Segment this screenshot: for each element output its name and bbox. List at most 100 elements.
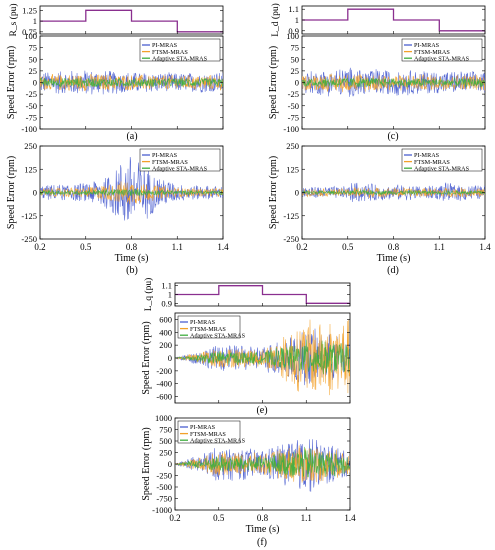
x-tick-label: 0.2 bbox=[296, 242, 307, 252]
x-tick-label: 1.4 bbox=[479, 242, 491, 252]
legend-box bbox=[401, 38, 483, 62]
x-axis-label: Time (s) bbox=[246, 524, 280, 535]
x-axis-label: Time (s) bbox=[115, 253, 149, 264]
plot-c_err bbox=[301, 35, 486, 130]
plot-e_param bbox=[174, 282, 351, 307]
panel-caption: (d) bbox=[387, 265, 399, 276]
legend-label: Adaptive STA-MRAS bbox=[190, 437, 246, 444]
series-adaptive-sta-mras bbox=[175, 339, 350, 374]
panel-caption: (a) bbox=[126, 131, 137, 142]
y-axis-label: L_d (pu) bbox=[270, 3, 281, 37]
legend-label: FTSM-MRAS bbox=[190, 326, 226, 333]
x-tick-label: 1.1 bbox=[434, 242, 445, 252]
legend-label: Adaptive STA-MRAS bbox=[414, 165, 470, 172]
y-tick-label: -250 bbox=[21, 234, 37, 244]
y-tick-label: 0.9 bbox=[288, 26, 299, 36]
y-tick-label: -75 bbox=[26, 112, 37, 122]
y-axis-label: Speed Error (rpm) bbox=[6, 156, 17, 229]
y-tick-label: 0.75 bbox=[22, 27, 37, 37]
legend-label: Adaptive STA-MRAS bbox=[190, 332, 246, 339]
series-pi-mras bbox=[175, 439, 350, 492]
y-axis-label: R_s (pu) bbox=[8, 4, 19, 37]
y-tick-label: 100 bbox=[24, 31, 37, 41]
x-tick-label: 1.4 bbox=[217, 242, 229, 252]
y-tick-label: -400 bbox=[156, 379, 172, 389]
legend-label: FTSM-MRAS bbox=[190, 431, 226, 438]
parameter-step-line bbox=[302, 8, 485, 32]
plot-a_err bbox=[39, 35, 224, 130]
legend-label: Adaptive STA-MRAS bbox=[152, 55, 208, 62]
legend-label: PI-MRAS bbox=[152, 42, 178, 49]
y-tick-label: -25 bbox=[26, 89, 37, 99]
y-tick-label: 25 bbox=[29, 66, 38, 76]
y-tick-label: -200 bbox=[156, 366, 172, 376]
series-adaptive-sta-mras bbox=[175, 446, 350, 478]
y-tick-label: 0 bbox=[295, 78, 299, 88]
y-tick-label: -100 bbox=[21, 124, 37, 134]
parameter-step-line bbox=[40, 9, 223, 33]
x-tick-label: 0.8 bbox=[257, 513, 269, 523]
series-ftsm-mras bbox=[40, 181, 223, 205]
y-tick-label: -75 bbox=[288, 112, 299, 122]
x-tick-label: 0.8 bbox=[126, 242, 138, 252]
legend-box bbox=[177, 420, 241, 444]
series-adaptive-sta-mras bbox=[40, 188, 223, 197]
legend-label: FTSM-MRAS bbox=[414, 49, 450, 56]
y-tick-label: 0 bbox=[33, 78, 37, 88]
legend-label: FTSM-MRAS bbox=[152, 49, 188, 56]
plot-e_err bbox=[174, 312, 351, 404]
y-tick-label: 1.25 bbox=[22, 5, 37, 15]
x-axis-label: Time (s) bbox=[377, 253, 411, 264]
plot-b_err bbox=[39, 145, 224, 240]
y-tick-label: -125 bbox=[283, 211, 299, 221]
x-tick-label: 1.4 bbox=[344, 513, 356, 523]
panel-caption: (e) bbox=[256, 405, 267, 416]
y-tick-label: 0 bbox=[168, 459, 172, 469]
y-tick-label: 1000 bbox=[155, 413, 172, 423]
y-axis-label: Speed Error (rpm) bbox=[268, 156, 279, 229]
y-tick-label: -1000 bbox=[152, 505, 172, 515]
legend-label: PI-MRAS bbox=[414, 42, 440, 49]
parameter-step-line bbox=[175, 285, 350, 304]
y-axis-label: Speed Error (rpm) bbox=[141, 321, 152, 394]
y-tick-label: -600 bbox=[156, 392, 172, 402]
x-tick-label: 0.5 bbox=[213, 513, 225, 523]
panel-caption: (b) bbox=[126, 265, 138, 276]
y-axis-label: L_q (pu) bbox=[143, 278, 154, 312]
y-tick-label: -500 bbox=[156, 482, 172, 492]
series-adaptive-sta-mras bbox=[40, 77, 223, 88]
legend-box bbox=[177, 315, 241, 339]
plot-a_param bbox=[39, 5, 224, 35]
y-tick-label: 75 bbox=[29, 43, 38, 53]
y-tick-label: 75 bbox=[291, 43, 300, 53]
x-tick-label: 1.1 bbox=[172, 242, 183, 252]
series-adaptive-sta-mras bbox=[302, 76, 485, 88]
legend-label: PI-MRAS bbox=[152, 152, 178, 159]
y-tick-label: 1.1 bbox=[161, 281, 172, 291]
x-tick-label: 1.1 bbox=[301, 513, 312, 523]
plot-f_err bbox=[174, 417, 351, 511]
y-tick-label: 1.1 bbox=[288, 4, 299, 14]
legend-label: Adaptive STA-MRAS bbox=[152, 165, 208, 172]
y-axis-label: Speed Error (rpm) bbox=[6, 46, 17, 119]
y-tick-label: 50 bbox=[29, 54, 38, 64]
legend-label: PI-MRAS bbox=[190, 319, 216, 326]
legend-box bbox=[139, 38, 221, 62]
x-tick-label: 0.5 bbox=[342, 242, 354, 252]
legend-box bbox=[139, 148, 221, 172]
y-tick-label: -125 bbox=[21, 211, 37, 221]
y-tick-label: 250 bbox=[159, 448, 172, 458]
legend-label: PI-MRAS bbox=[190, 424, 216, 431]
y-tick-label: 250 bbox=[24, 141, 37, 151]
legend-label: FTSM-MRAS bbox=[414, 159, 450, 166]
y-tick-label: 1 bbox=[168, 290, 172, 300]
y-tick-label: -100 bbox=[283, 124, 299, 134]
y-tick-label: -50 bbox=[288, 101, 299, 111]
y-tick-label: 125 bbox=[286, 164, 299, 174]
y-tick-label: -250 bbox=[156, 471, 172, 481]
y-tick-label: 25 bbox=[291, 66, 300, 76]
y-tick-label: 125 bbox=[24, 164, 37, 174]
legend-label: FTSM-MRAS bbox=[152, 159, 188, 166]
legend-label: Adaptive STA-MRAS bbox=[414, 55, 470, 62]
